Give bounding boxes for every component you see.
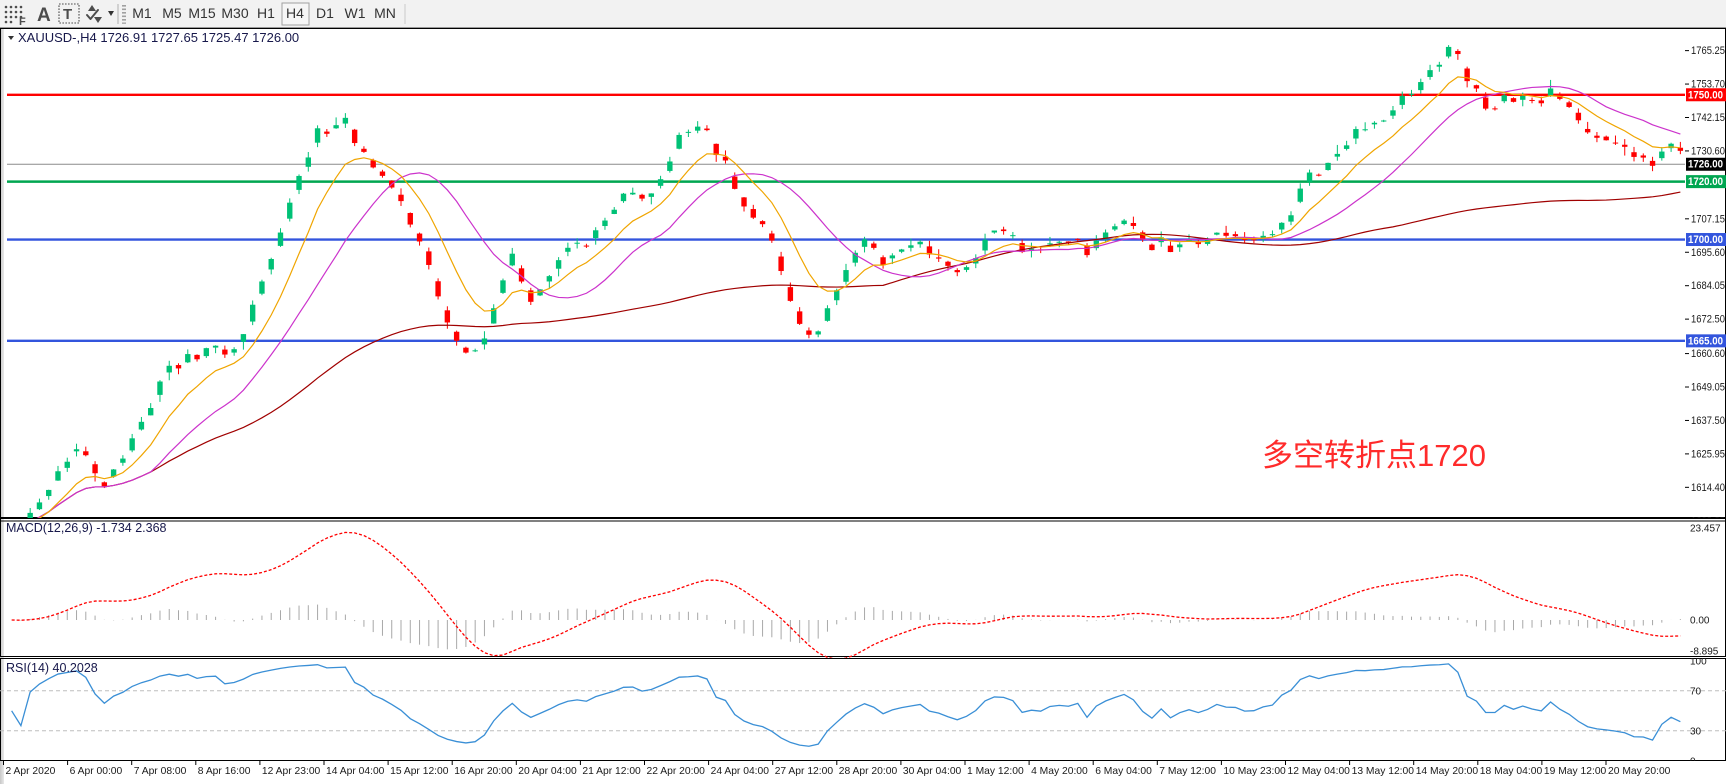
svg-text:6 May 04:00: 6 May 04:00 bbox=[1095, 766, 1152, 777]
svg-text:1625.95: 1625.95 bbox=[1691, 448, 1725, 460]
svg-text:1637.50: 1637.50 bbox=[1691, 415, 1725, 427]
svg-text:-8.895: -8.895 bbox=[1690, 647, 1719, 658]
svg-text:多空转折点1720: 多空转折点1720 bbox=[1262, 438, 1486, 473]
svg-text:6 Apr 00:00: 6 Apr 00:00 bbox=[70, 766, 123, 777]
svg-text:1700.00: 1700.00 bbox=[1688, 234, 1723, 246]
svg-text:12 Apr 23:00: 12 Apr 23:00 bbox=[262, 766, 321, 777]
svg-text:1684.05: 1684.05 bbox=[1691, 280, 1725, 292]
svg-text:1672.50: 1672.50 bbox=[1691, 314, 1725, 326]
svg-text:1665.00: 1665.00 bbox=[1688, 335, 1723, 347]
svg-text:18 May 04:00: 18 May 04:00 bbox=[1480, 766, 1543, 777]
svg-text:70: 70 bbox=[1690, 686, 1702, 697]
svg-text:8 Apr 16:00: 8 Apr 16:00 bbox=[198, 766, 251, 777]
svg-text:10 May 23:00: 10 May 23:00 bbox=[1223, 766, 1286, 777]
svg-text:24 Apr 04:00: 24 Apr 04:00 bbox=[711, 766, 770, 777]
svg-text:12 May 04:00: 12 May 04:00 bbox=[1288, 766, 1351, 777]
svg-text:28 Apr 20:00: 28 Apr 20:00 bbox=[839, 766, 898, 777]
svg-text:1695.60: 1695.60 bbox=[1691, 247, 1725, 259]
svg-text:F: F bbox=[19, 16, 26, 28]
svg-text:4 May 20:00: 4 May 20:00 bbox=[1031, 766, 1088, 777]
svg-text:13 May 12:00: 13 May 12:00 bbox=[1352, 766, 1415, 777]
svg-text:2 Apr 2020: 2 Apr 2020 bbox=[6, 766, 56, 777]
svg-text:7 Apr 08:00: 7 Apr 08:00 bbox=[134, 766, 187, 777]
svg-text:MACD(12,26,9) -1.734 2.368: MACD(12,26,9) -1.734 2.368 bbox=[6, 521, 167, 535]
svg-text:14 May 20:00: 14 May 20:00 bbox=[1416, 766, 1479, 777]
svg-text:M5: M5 bbox=[162, 5, 182, 21]
svg-text:15 Apr 12:00: 15 Apr 12:00 bbox=[390, 766, 449, 777]
svg-text:1707.15: 1707.15 bbox=[1691, 213, 1725, 225]
svg-text:H1: H1 bbox=[257, 5, 275, 21]
svg-text:7 May 12:00: 7 May 12:00 bbox=[1159, 766, 1216, 777]
svg-text:T: T bbox=[63, 6, 72, 23]
svg-text:W1: W1 bbox=[345, 5, 366, 21]
svg-text:M1: M1 bbox=[132, 5, 152, 21]
svg-text:20 Apr 04:00: 20 Apr 04:00 bbox=[518, 766, 577, 777]
svg-text:1614.40: 1614.40 bbox=[1691, 482, 1725, 494]
svg-text:H4: H4 bbox=[286, 5, 304, 21]
svg-text:23.457: 23.457 bbox=[1690, 524, 1721, 535]
svg-text:D1: D1 bbox=[316, 5, 334, 21]
svg-text:27 Apr 12:00: 27 Apr 12:00 bbox=[775, 766, 834, 777]
svg-text:21 Apr 12:00: 21 Apr 12:00 bbox=[582, 766, 641, 777]
svg-text:22 Apr 20:00: 22 Apr 20:00 bbox=[647, 766, 706, 777]
svg-text:1726.00: 1726.00 bbox=[1688, 159, 1723, 171]
svg-text:1649.05: 1649.05 bbox=[1691, 382, 1725, 394]
svg-text:0.00: 0.00 bbox=[1690, 616, 1710, 627]
svg-text:16 Apr 20:00: 16 Apr 20:00 bbox=[454, 766, 513, 777]
svg-text:20 May 20:00: 20 May 20:00 bbox=[1608, 766, 1671, 777]
svg-text:19 May 12:00: 19 May 12:00 bbox=[1544, 766, 1607, 777]
svg-text:1660.60: 1660.60 bbox=[1691, 348, 1725, 360]
svg-text:XAUUSD-,H4 1726.91 1727.65 1: XAUUSD-,H4 1726.91 1727.65 1725.47 1726.… bbox=[18, 30, 299, 45]
svg-text:1765.25: 1765.25 bbox=[1691, 45, 1725, 57]
svg-text:1 May 12:00: 1 May 12:00 bbox=[967, 766, 1024, 777]
svg-text:1730.60: 1730.60 bbox=[1691, 145, 1725, 157]
svg-text:M15: M15 bbox=[188, 5, 215, 21]
svg-text:A: A bbox=[37, 5, 51, 26]
svg-text:MN: MN bbox=[374, 5, 396, 21]
svg-text:RSI(14) 40.2028: RSI(14) 40.2028 bbox=[6, 661, 98, 675]
svg-text:100: 100 bbox=[1690, 658, 1707, 667]
svg-text:1742.15: 1742.15 bbox=[1691, 112, 1725, 124]
svg-text:30 Apr 04:00: 30 Apr 04:00 bbox=[903, 766, 962, 777]
svg-text:M30: M30 bbox=[221, 5, 248, 21]
svg-text:30: 30 bbox=[1690, 726, 1702, 737]
svg-text:1750.00: 1750.00 bbox=[1688, 89, 1723, 101]
svg-text:1720.00: 1720.00 bbox=[1688, 176, 1723, 188]
svg-text:14 Apr 04:00: 14 Apr 04:00 bbox=[326, 766, 385, 777]
